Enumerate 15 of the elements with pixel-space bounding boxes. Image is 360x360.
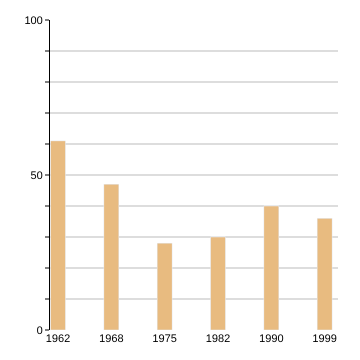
bar xyxy=(104,184,120,330)
x-tick-label: 1982 xyxy=(206,333,230,345)
y-tick-label: 100 xyxy=(24,14,43,27)
x-tick-label: 1999 xyxy=(312,333,337,345)
x-tick-label: 1968 xyxy=(99,333,124,345)
x-tick-label: 1975 xyxy=(152,333,177,345)
bar xyxy=(316,218,332,330)
bar xyxy=(50,140,66,330)
y-tick-label: 0 xyxy=(36,324,43,337)
bar xyxy=(156,242,172,330)
y-tick-label: 50 xyxy=(30,170,43,182)
x-tick-label: 1962 xyxy=(46,333,70,345)
bar xyxy=(210,236,226,330)
x-tick-label: 1990 xyxy=(259,333,284,345)
bar xyxy=(264,206,280,330)
